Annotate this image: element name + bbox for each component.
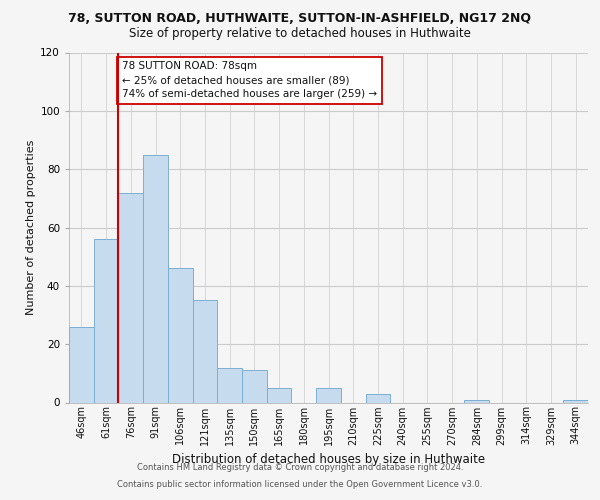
Y-axis label: Number of detached properties: Number of detached properties xyxy=(26,140,36,315)
Bar xyxy=(193,300,217,402)
Bar xyxy=(464,400,489,402)
Bar xyxy=(118,192,143,402)
Bar xyxy=(143,154,168,402)
Text: Size of property relative to detached houses in Huthwaite: Size of property relative to detached ho… xyxy=(129,28,471,40)
Bar xyxy=(316,388,341,402)
Text: 78 SUTTON ROAD: 78sqm
← 25% of detached houses are smaller (89)
74% of semi-deta: 78 SUTTON ROAD: 78sqm ← 25% of detached … xyxy=(122,61,377,99)
Text: Contains public sector information licensed under the Open Government Licence v3: Contains public sector information licen… xyxy=(118,480,482,489)
Bar xyxy=(168,268,193,402)
Bar xyxy=(217,368,242,402)
Bar xyxy=(94,239,118,402)
Bar xyxy=(242,370,267,402)
Bar xyxy=(69,326,94,402)
Bar xyxy=(365,394,390,402)
X-axis label: Distribution of detached houses by size in Huthwaite: Distribution of detached houses by size … xyxy=(172,453,485,466)
Bar xyxy=(267,388,292,402)
Text: Contains HM Land Registry data © Crown copyright and database right 2024.: Contains HM Land Registry data © Crown c… xyxy=(137,464,463,472)
Text: 78, SUTTON ROAD, HUTHWAITE, SUTTON-IN-ASHFIELD, NG17 2NQ: 78, SUTTON ROAD, HUTHWAITE, SUTTON-IN-AS… xyxy=(68,12,532,26)
Bar xyxy=(563,400,588,402)
